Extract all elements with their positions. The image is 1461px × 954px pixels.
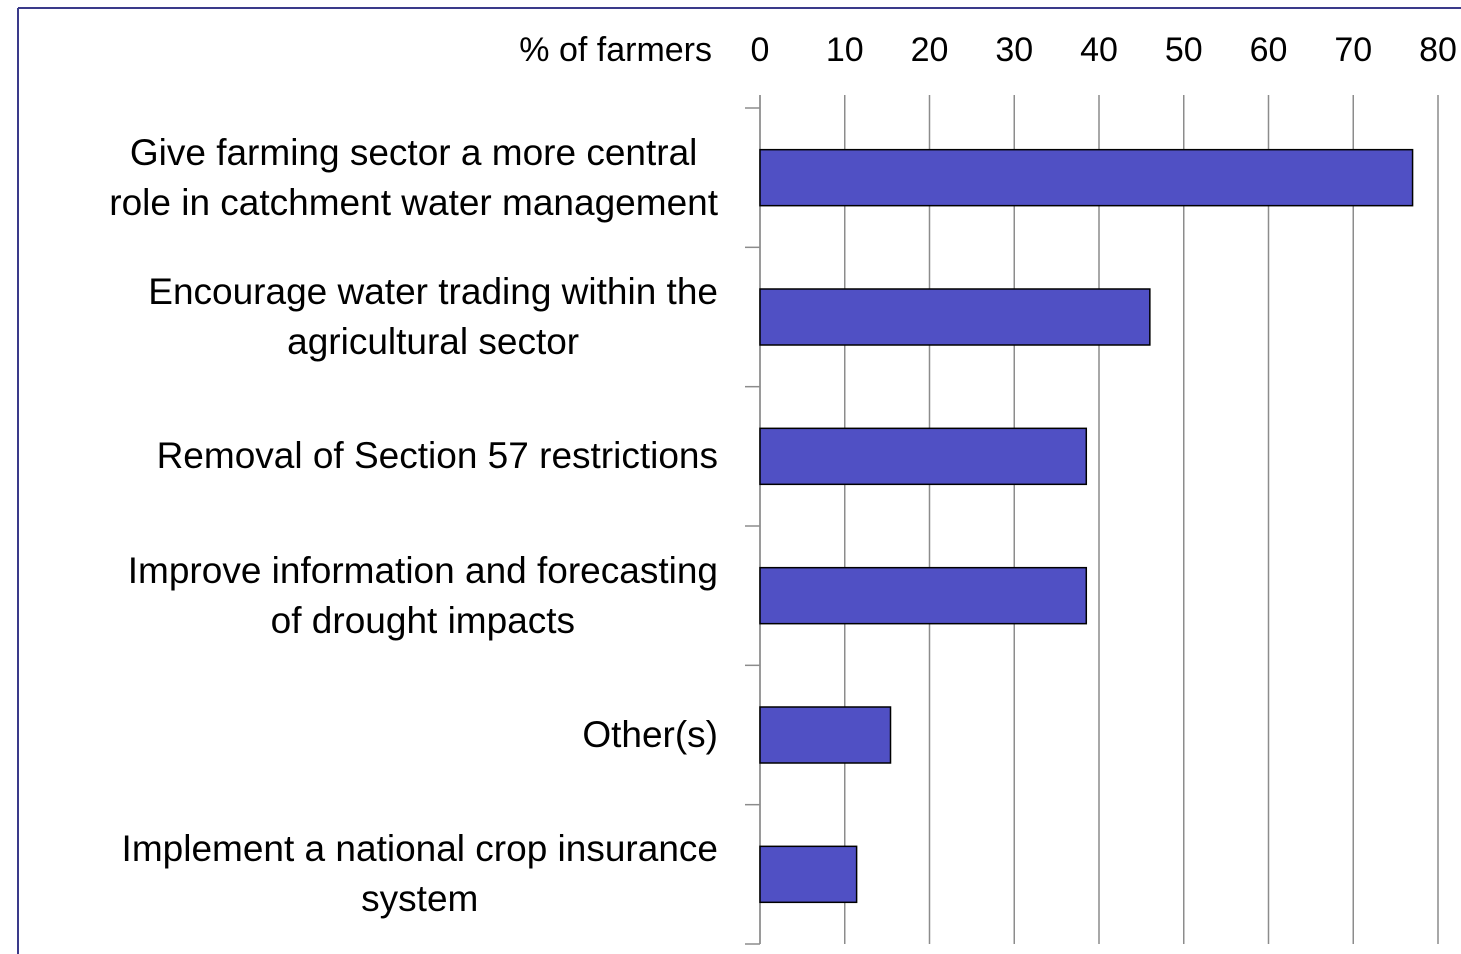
- x-tick-label: 20: [911, 31, 949, 69]
- y-tick-label: Give farming sector a more central role …: [109, 131, 718, 223]
- bar: [759, 845, 858, 904]
- y-tick-label: Improve information and forecasting of d…: [127, 549, 718, 641]
- x-tick-label: 70: [1334, 31, 1372, 69]
- bar: [759, 427, 1088, 486]
- y-tick-label: Removal of Section 57 restrictions: [156, 435, 718, 477]
- x-tick-label: 50: [1165, 31, 1203, 69]
- x-axis-label: % of farmers: [519, 31, 712, 69]
- y-tick-label: Other(s): [582, 714, 718, 755]
- bar: [759, 566, 1088, 625]
- x-tick-label: 60: [1250, 31, 1288, 69]
- x-tick-label: 30: [995, 31, 1033, 69]
- y-tick-label: Encourage water trading within the agric…: [148, 271, 718, 362]
- x-tick-label: 10: [826, 31, 864, 69]
- x-tick-label: 80: [1419, 31, 1457, 69]
- x-tick-label: 0: [751, 31, 770, 69]
- bar: [759, 288, 1151, 346]
- bar: [759, 706, 892, 764]
- y-tick-label: Implement a national crop insurance syst…: [121, 828, 718, 920]
- x-tick-label: 40: [1080, 31, 1118, 69]
- bar: [759, 148, 1414, 207]
